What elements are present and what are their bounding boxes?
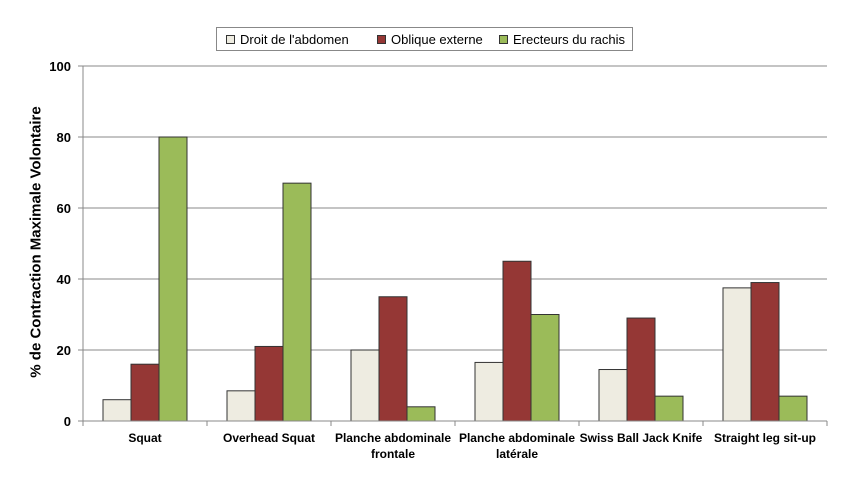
y-tick-labels: 0 20 40 60 80 100 (49, 59, 71, 429)
legend-item-series-1: Droit de l'abdomen (226, 31, 349, 47)
x-tick-label-planche-laterale: Planche abdominale latérale (458, 431, 576, 461)
bar (158, 136, 188, 422)
legend: Droit de l'abdomen Oblique externe Erect… (216, 27, 633, 51)
bar (350, 349, 380, 422)
y-tick-label: 60 (57, 201, 71, 216)
bar (226, 390, 256, 422)
bar (474, 361, 504, 422)
legend-label-series-3: Erecteurs du rachis (513, 31, 625, 47)
x-tick-label-swiss-ball: Swiss Ball Jack Knife (579, 431, 703, 445)
legend-label-series-1: Droit de l'abdomen (240, 31, 349, 47)
bar (778, 395, 808, 422)
bar (378, 296, 408, 422)
y-tick-label: 80 (57, 130, 71, 145)
x-tick-label-overhead-squat: Overhead Squat (222, 431, 316, 445)
y-tick-label: 20 (57, 343, 71, 358)
y-tick-label: 100 (49, 59, 71, 74)
bar (654, 395, 684, 422)
legend-item-series-2: Oblique externe (377, 31, 483, 47)
bar (502, 260, 532, 422)
bar (598, 369, 628, 422)
bar (530, 314, 560, 422)
bar (254, 345, 284, 422)
x-tick-label-straight-leg: Straight leg sit-up (714, 431, 816, 445)
bar (750, 282, 780, 422)
legend-label-series-2: Oblique externe (391, 31, 483, 47)
bar (130, 363, 160, 422)
axes (78, 65, 828, 426)
y-tick-label: 0 (64, 414, 71, 429)
x-tick-label-planche-frontale: Planche abdominale frontale (334, 431, 452, 461)
bar (102, 399, 132, 422)
legend-swatch-series-1 (226, 34, 235, 44)
bars (102, 136, 808, 422)
bar (282, 182, 312, 422)
legend-swatch-series-3 (499, 34, 508, 44)
bar (626, 317, 656, 422)
bar (722, 287, 752, 422)
y-tick-label: 40 (57, 272, 71, 287)
y-axis-label: % de Contraction Maximale Volontaire (27, 106, 45, 378)
legend-item-series-3: Erecteurs du rachis (499, 31, 625, 47)
legend-swatch-series-2 (377, 34, 386, 44)
gridlines (83, 65, 827, 351)
bar (406, 406, 436, 422)
x-tick-label-squat: Squat (128, 431, 162, 445)
